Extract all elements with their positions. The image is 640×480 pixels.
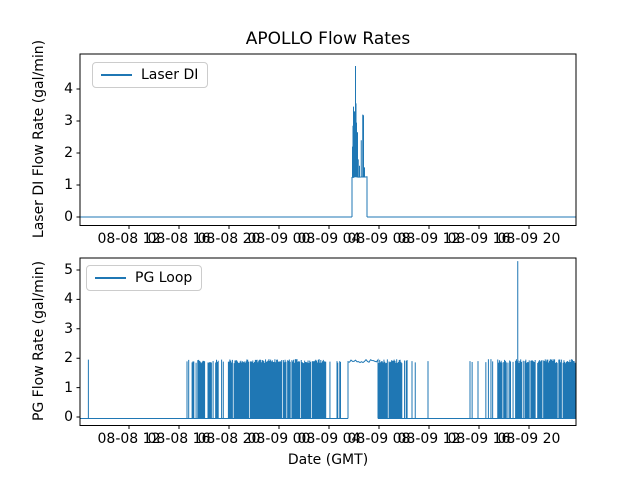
series-line-pg-loop — [80, 261, 577, 419]
x-tick-label: 08-08 16 — [147, 231, 211, 247]
x-tick-label: 08-09 12 — [397, 231, 461, 247]
chart-title: APOLLO Flow Rates — [245, 29, 411, 49]
y-tick-label: 0 — [64, 209, 73, 225]
y-axis-label-pg: PG Flow Rate (gal/min) — [31, 260, 47, 422]
y-tick-label: 3 — [64, 320, 73, 337]
y-tick-label: 4 — [64, 81, 73, 97]
x-tick-label: 08-08 12 — [97, 431, 161, 447]
x-tick-label: 08-08 16 — [147, 431, 211, 447]
series-line-laser-di — [80, 65, 576, 218]
legend-line-sample — [95, 277, 126, 279]
y-tick-label: 1 — [64, 177, 73, 193]
legend-pg-loop: PG Loop — [86, 265, 203, 291]
x-tick-label: 08-09 00 — [247, 231, 311, 247]
legend-label: Laser DI — [141, 67, 199, 83]
y-tick-label: 5 — [64, 262, 73, 278]
legend-line-sample — [101, 74, 132, 76]
x-tick-label: 08-08 20 — [197, 431, 261, 447]
y-tick-label: 1 — [64, 379, 73, 396]
y-tick-label: 4 — [64, 291, 73, 308]
x-tick-label: 08-09 08 — [347, 231, 411, 247]
x-tick-label: 08-09 20 — [497, 231, 561, 247]
x-tick-label: 08-08 20 — [197, 231, 261, 247]
axes-frame — [76, 53, 577, 229]
x-tick-label: 08-09 12 — [397, 431, 461, 447]
axes-frame — [76, 257, 577, 429]
y-tick-label: 3 — [64, 113, 73, 129]
x-tick-label: 08-09 04 — [297, 231, 361, 247]
y-tick-label: 0 — [64, 409, 73, 425]
y-tick-label: 2 — [64, 145, 73, 161]
y-tick-label: 2 — [64, 350, 73, 367]
x-tick-label: 08-09 20 — [497, 431, 561, 447]
x-tick-label: 08-08 12 — [97, 231, 161, 247]
x-tick-label: 08-09 16 — [447, 431, 511, 447]
x-axis-label: Date (GMT) — [287, 452, 369, 468]
x-tick-label: 08-09 00 — [247, 431, 311, 447]
x-tick-label: 08-09 16 — [447, 231, 511, 247]
legend-laser-di: Laser DI — [92, 62, 209, 88]
x-tick-label: 08-09 08 — [347, 431, 411, 447]
x-tick-label: 08-09 04 — [297, 431, 361, 447]
legend-label: PG Loop — [135, 270, 193, 286]
